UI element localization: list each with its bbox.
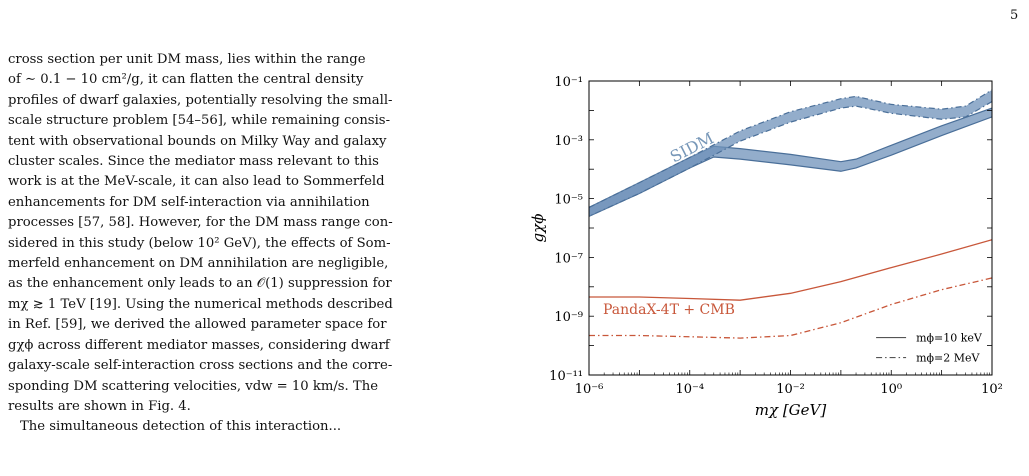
sidm-band-lower-edge-dashdot <box>589 101 992 217</box>
text-line: sidered in this study (below 10² GeV), t… <box>8 235 391 251</box>
text-line: The simultaneous detection of this inter… <box>20 419 342 435</box>
text-line: scale structure problem [54–56], while r… <box>8 113 391 129</box>
text-line: cluster scales. Since the mediator mass … <box>8 154 379 170</box>
y-tick-label: 10⁻³ <box>554 134 583 149</box>
x-tick-label: 10⁻⁴ <box>675 382 704 397</box>
text-line: as the enhancement only leads to an 𝒪(1)… <box>8 276 392 292</box>
text-line: results are shown in Fig. 4. <box>8 398 191 414</box>
sidm-band-upper-edge-dashdot <box>589 89 992 208</box>
sidm-band-solid <box>589 108 992 217</box>
x-axis-label: mχ [GeV] <box>755 401 827 419</box>
x-tick-label: 10² <box>981 382 1003 397</box>
body-text-column: cross section per unit DM mass, lies wit… <box>8 50 502 438</box>
body-paragraph: cross section per unit DM mass, lies wit… <box>8 50 502 438</box>
y-tick-label: 10⁻⁷ <box>554 251 583 266</box>
text-line: sponding DM scattering velocities, vdw =… <box>8 378 379 394</box>
figure-4: 10⁻⁶ 10⁻⁴ 10⁻² 10⁰ 10² 10⁻¹¹ 10⁻⁹ 10⁻⁷ 10⁻⁵ 10⁻³ 1… <box>515 58 1029 472</box>
legend-label: mϕ=2 MeV <box>916 352 980 365</box>
text-line: mχ ≳ 1 TeV [19]. Using the numerical met… <box>8 296 393 312</box>
text-line: merfeld enhancement on DM annihilation a… <box>8 256 389 272</box>
legend-label: mϕ=10 keV <box>916 332 983 345</box>
text-line: galaxy-scale self-interaction cross sect… <box>8 358 393 374</box>
x-tick-label: 10⁻² <box>776 382 805 397</box>
text-line: of ∼ 0.1 − 10 cm²/g, it can flatten the … <box>8 72 364 88</box>
text-line: tent with observational bounds on Milky … <box>8 133 387 149</box>
y-tick-label: 10⁻⁵ <box>554 193 583 208</box>
pandax-line-solid <box>589 239 992 301</box>
page-number: 5 <box>1010 8 1019 23</box>
y-tick-label: 10⁻⁹ <box>554 310 583 325</box>
text-line: in Ref. [59], we derived the allowed par… <box>8 317 387 333</box>
y-tick-label: 10⁻¹ <box>554 75 583 90</box>
pandax-line-dashdot <box>589 277 992 339</box>
sidm-band-dashdot <box>589 89 992 217</box>
x-tick-label: 10⁰ <box>880 382 902 397</box>
chart-svg: 10⁻⁶ 10⁻⁴ 10⁻² 10⁰ 10² 10⁻¹¹ 10⁻⁹ 10⁻⁷ 10⁻⁵ 10⁻³ 1… <box>529 75 1003 419</box>
text-line: processes [57, 58]. However, for the DM … <box>8 215 393 231</box>
text-line: cross section per unit DM mass, lies wit… <box>8 52 366 67</box>
pandax-annotation: PandaX-4T + CMB <box>603 302 735 318</box>
text-line: gχϕ across different mediator masses, co… <box>8 337 390 353</box>
sidm-band-upper-edge-solid <box>589 107 992 208</box>
text-line: work is at the MeV-scale, it can also le… <box>8 174 385 190</box>
x-tick-label: 10⁻⁶ <box>575 382 604 397</box>
y-tick-label: 10⁻¹¹ <box>549 369 583 384</box>
text-line: enhancements for DM self-interaction via… <box>8 194 370 210</box>
text-line: profiles of dwarf galaxies, potentially … <box>8 92 393 108</box>
y-axis-label: gχϕ <box>529 214 547 243</box>
